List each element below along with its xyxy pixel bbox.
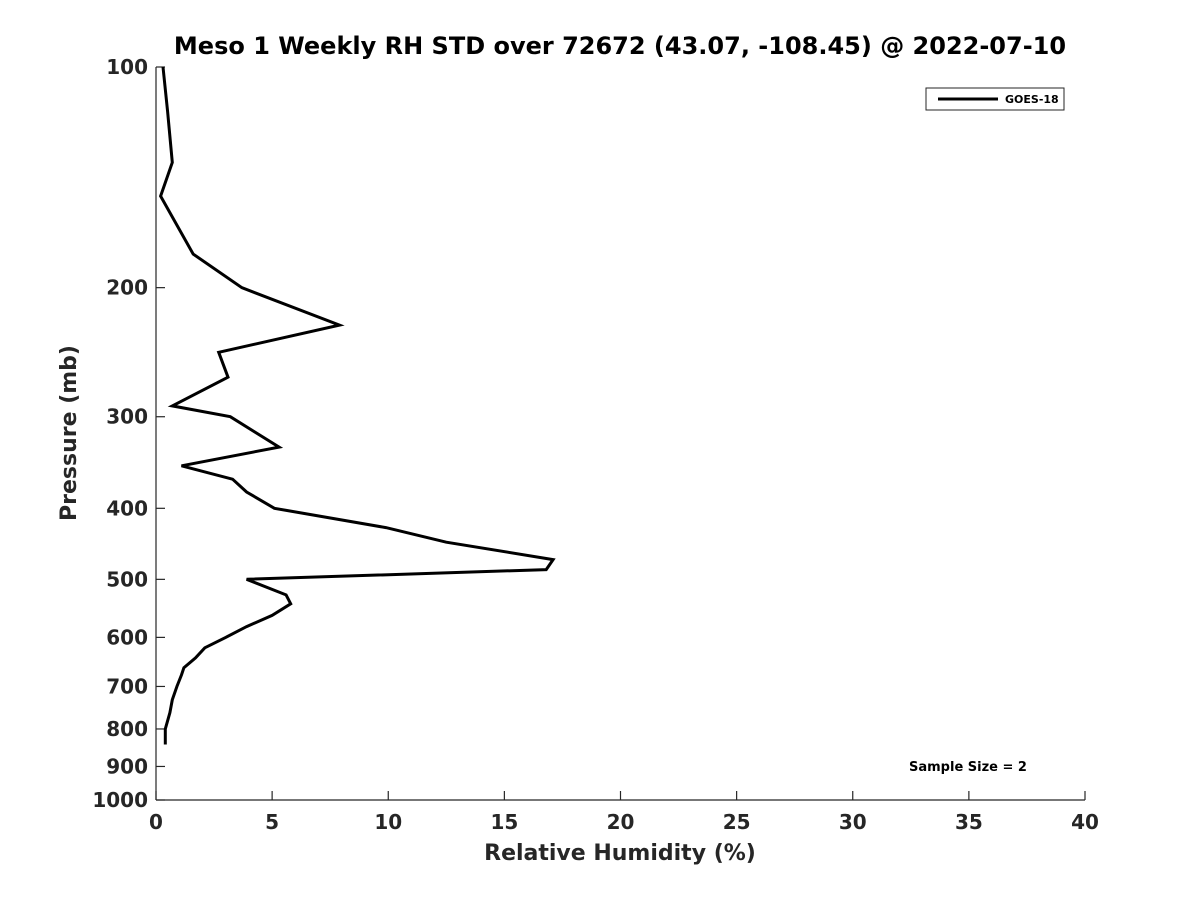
y-tick-label: 500 [106, 567, 148, 591]
x-tick-label: 30 [839, 810, 867, 834]
y-ticks: 100 200 300 400 500 600 700 800 900 1000 [92, 55, 165, 812]
y-tick-label: 1000 [92, 788, 148, 812]
chart-title: Meso 1 Weekly RH STD over 72672 (43.07, … [174, 32, 1066, 60]
y-tick-label: 700 [106, 674, 148, 698]
legend-label-goes-18: GOES-18 [1005, 93, 1059, 106]
x-tick-label: 10 [374, 810, 402, 834]
y-axis-label: Pressure (mb) [57, 345, 82, 521]
x-axis-label: Relative Humidity (%) [484, 841, 756, 866]
y-tick-label: 800 [106, 717, 148, 741]
x-tick-label: 0 [149, 810, 163, 834]
legend: GOES-18 [925, 87, 1065, 111]
x-tick-label: 15 [490, 810, 518, 834]
x-tick-label: 40 [1071, 810, 1099, 834]
series-layer [158, 66, 556, 745]
y-tick-label: 200 [106, 276, 148, 300]
x-ticks: 0 5 10 15 20 25 30 35 40 [149, 791, 1099, 834]
y-tick-label: 900 [106, 754, 148, 778]
sample-size-annotation: Sample Size = 2 [909, 760, 1027, 775]
x-tick-label: 20 [607, 810, 635, 834]
x-tick-label: 25 [723, 810, 751, 834]
series-line-goes-18 [158, 66, 556, 745]
x-tick-label: 5 [265, 810, 279, 834]
y-tick-label: 100 [106, 55, 148, 79]
y-tick-label: 300 [106, 405, 148, 429]
y-tick-label: 400 [106, 496, 148, 520]
x-tick-label: 35 [955, 810, 983, 834]
y-tick-label: 600 [106, 625, 148, 649]
